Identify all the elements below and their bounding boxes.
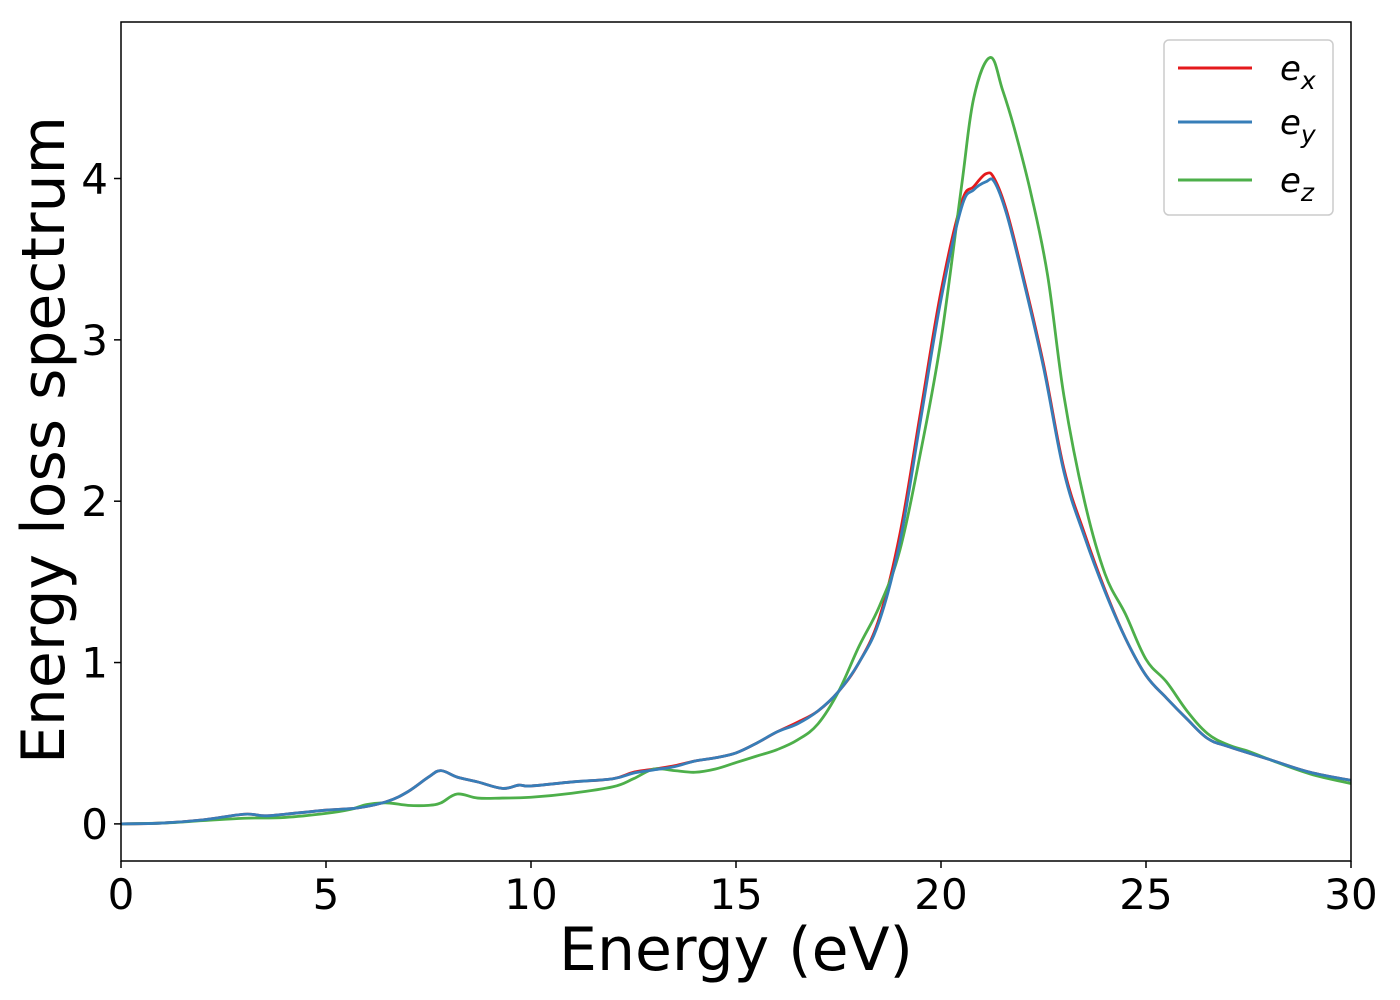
legend-entry-ez: ez [1178, 161, 1315, 207]
x-tick-label: 20 [914, 870, 967, 919]
x-tick-label: 0 [108, 870, 135, 919]
legend-label-ez: e [1280, 161, 1301, 201]
x-tick-label: 25 [1119, 870, 1172, 919]
y-tick-label: 3 [81, 316, 108, 365]
legend-label-ey: e [1280, 103, 1301, 143]
y-tick-label: 2 [81, 477, 108, 526]
legend-entry-ey: ey [1178, 103, 1317, 149]
x-axis-title: Energy (eV) [559, 915, 913, 985]
y-tick-label: 4 [81, 155, 108, 204]
x-tick-label: 5 [313, 870, 340, 919]
legend-subscript-ex: x [1300, 66, 1316, 95]
x-tick-label: 15 [709, 870, 762, 919]
x-tick-label: 30 [1324, 870, 1377, 919]
y-axis-title: Energy loss spectrum [9, 116, 79, 764]
series-line-ey [120, 177, 1352, 826]
series-line-ez [120, 56, 1352, 826]
legend: ex ey ez [1163, 39, 1334, 216]
legend-entry-ex: ex [1178, 49, 1316, 95]
x-axis-ticks: 0 5 10 15 20 25 30 [108, 861, 1378, 919]
series-line-ex [120, 171, 1352, 826]
y-tick-label: 1 [81, 639, 108, 688]
legend-frame [1163, 39, 1334, 216]
plot-frame [120, 21, 1352, 862]
x-tick-label: 10 [504, 870, 557, 919]
legend-subscript-ey: y [1300, 120, 1317, 149]
legend-subscript-ez: z [1300, 178, 1315, 207]
y-axis-ticks: 0 1 2 3 4 [81, 155, 121, 849]
svg-text:ey: ey [1280, 103, 1317, 149]
svg-text:ez: ez [1280, 161, 1315, 207]
legend-label-ex: e [1280, 49, 1301, 89]
series-lines [120, 56, 1352, 826]
svg-text:ex: ex [1280, 49, 1316, 95]
y-tick-label: 0 [81, 800, 108, 849]
